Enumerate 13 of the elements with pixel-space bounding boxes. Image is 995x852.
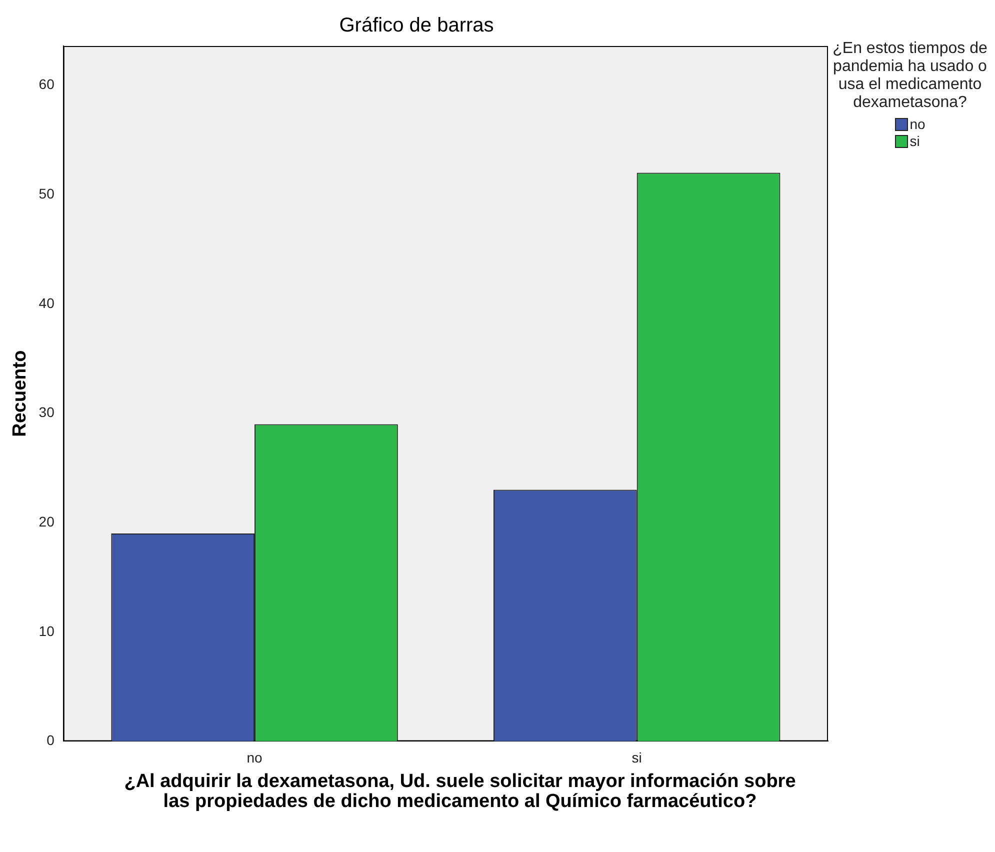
y-tick-label: 40	[38, 294, 55, 311]
y-tick-label: 0	[46, 732, 55, 748]
legend-label: no	[910, 116, 926, 133]
y-axis-title: Recuento	[10, 350, 31, 437]
y-tick-label: 50	[38, 186, 55, 202]
y-tick-label: 20	[38, 513, 55, 530]
x-axis-title: ¿Al adquirir la dexametasona, Ud. suele solicitar mayor información sobre las propiedades de dicho medicamento al Químico farmacéutico?	[123, 771, 797, 812]
legend-label: si	[910, 133, 920, 150]
chart-title: Gráfico de barras	[339, 14, 494, 37]
y-tick-label: 30	[38, 404, 55, 420]
y-tick-label: 10	[38, 622, 55, 639]
y-tick-label: 60	[38, 76, 55, 92]
legend-title: ¿En estos tiempos de pandemia ha usado o usa el medicamento dexametasona?	[832, 40, 988, 112]
